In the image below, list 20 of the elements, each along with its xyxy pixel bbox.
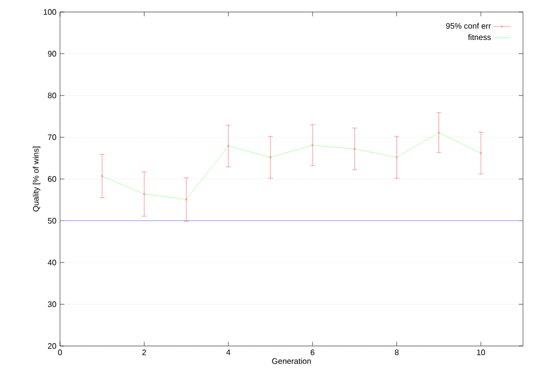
legend-label: 95% conf err (446, 22, 491, 29)
y-tick-label: 60 (48, 176, 56, 182)
y-tick-label: 20 (48, 343, 56, 349)
y-tick-label: 90 (48, 50, 56, 57)
x-tick-label: 6 (310, 350, 314, 356)
x-tick-label: 10 (477, 350, 486, 356)
y-axis-title: Quality [% of wins] (32, 146, 40, 212)
x-axis-title: Generation (272, 358, 311, 364)
x-tick-label: 2 (142, 350, 146, 356)
y-tick-label: 70 (48, 134, 56, 140)
x-tick-label: 0 (58, 350, 62, 356)
line-series (102, 132, 482, 200)
legend-label: fitness (468, 34, 491, 40)
y-tick-label: 100 (44, 9, 56, 15)
y-tick-label: 80 (48, 92, 56, 98)
y-tick-label: 50 (48, 218, 56, 224)
y-tick-label: 30 (48, 301, 56, 308)
x-tick-label: 4 (226, 350, 230, 356)
x-tick-label: 8 (394, 350, 399, 356)
y-tick-label: 40 (48, 260, 56, 266)
